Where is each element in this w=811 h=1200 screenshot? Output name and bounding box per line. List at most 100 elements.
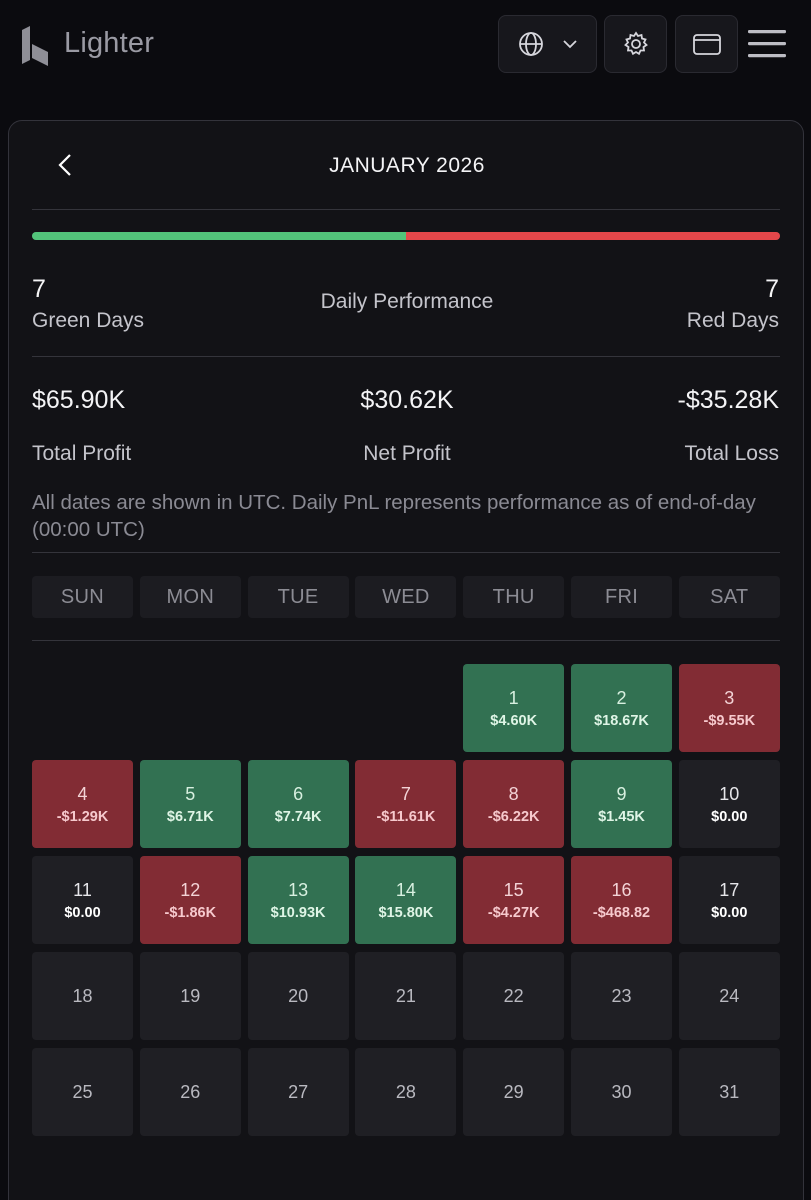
weekday-sun: SUN <box>32 576 133 618</box>
calendar-day-3[interactable]: 3 -$9.55K <box>678 664 780 752</box>
calendar-day-14[interactable]: 14 $15.80K <box>355 856 457 944</box>
chevron-down-icon <box>562 40 577 49</box>
divider <box>32 209 780 210</box>
day-pnl: $4.60K <box>490 712 538 729</box>
top-bar: Lighter <box>0 0 811 90</box>
day-pnl: $1.45K <box>598 808 645 825</box>
weekday-header-row: SUN MON TUE WED THU FRI SAT <box>32 576 780 618</box>
menu-button[interactable] <box>748 28 786 60</box>
green-red-days-bar <box>32 232 780 240</box>
day-number: 3 <box>724 687 735 708</box>
day-number: 14 <box>395 879 416 900</box>
calendar-day-28[interactable]: 28 <box>355 1048 457 1136</box>
brand-name[interactable]: Lighter <box>64 27 155 59</box>
day-pnl: -$468.82 <box>592 904 651 921</box>
calendar-day-25[interactable]: 25 <box>32 1048 133 1136</box>
day-number: 20 <box>288 985 309 1006</box>
calendar-day-1[interactable]: 1 $4.60K <box>463 664 565 752</box>
settings-button[interactable] <box>604 15 667 73</box>
language-selector-button[interactable] <box>498 15 597 73</box>
red-days-count: 7 <box>765 275 779 303</box>
calendar-day-26[interactable]: 26 <box>139 1048 241 1136</box>
day-number: 19 <box>180 985 201 1006</box>
calendar-day-11[interactable]: 11 $0.00 <box>32 856 133 944</box>
day-number: 29 <box>503 1081 524 1102</box>
weekday-fri: FRI <box>571 576 672 618</box>
wallet-button[interactable] <box>675 15 738 73</box>
calendar-day-22[interactable]: 22 <box>463 952 565 1040</box>
calendar-day-21[interactable]: 21 <box>355 952 457 1040</box>
calendar-day-15[interactable]: 15 -$4.27K <box>463 856 565 944</box>
month-title: JANUARY 2026 <box>329 154 485 177</box>
day-number: 12 <box>180 879 201 900</box>
wallet-icon <box>692 34 721 55</box>
calendar-day-19[interactable]: 19 <box>139 952 241 1040</box>
calendar-day-17[interactable]: 17 $0.00 <box>678 856 780 944</box>
calendar-day-30[interactable]: 30 <box>571 1048 672 1136</box>
calendar-day-10[interactable]: 10 $0.00 <box>678 760 780 848</box>
pnl-calendar-card: JANUARY 2026 7 Green Days Daily Performa… <box>8 120 804 1200</box>
day-pnl: $18.67K <box>594 712 649 729</box>
calendar-day-31[interactable]: 31 <box>678 1048 780 1136</box>
green-days-label: Green Days <box>32 309 145 332</box>
day-number: 25 <box>72 1081 93 1102</box>
calendar-day-8[interactable]: 8 -$6.22K <box>463 760 565 848</box>
day-number: 7 <box>400 783 411 804</box>
day-number: 30 <box>611 1081 632 1102</box>
calendar-day-16[interactable]: 16 -$468.82 <box>571 856 672 944</box>
chevron-left-icon <box>58 154 71 176</box>
total-loss-label: Total Loss <box>684 442 779 465</box>
day-number: 26 <box>180 1081 201 1102</box>
calendar-day-24[interactable]: 24 <box>678 952 780 1040</box>
weekday-mon: MON <box>139 576 241 618</box>
weekday-thu: THU <box>463 576 565 618</box>
day-pnl: $10.93K <box>270 904 326 921</box>
day-number: 27 <box>288 1081 309 1102</box>
day-number: 21 <box>395 985 416 1006</box>
weekday-sat: SAT <box>678 576 780 618</box>
calendar-day-18[interactable]: 18 <box>32 952 133 1040</box>
day-number: 31 <box>719 1081 740 1102</box>
calendar-day-7[interactable]: 7 -$11.61K <box>355 760 457 848</box>
calendar-day-5[interactable]: 5 $6.71K <box>139 760 241 848</box>
green-days-count: 7 <box>32 275 46 303</box>
red-days-label: Red Days <box>686 309 779 332</box>
total-profit-label: Total Profit <box>32 442 132 465</box>
lighter-logo-icon[interactable] <box>20 20 50 68</box>
day-number: 6 <box>293 783 304 804</box>
day-number: 2 <box>616 687 627 708</box>
red-days-bar-fill <box>406 232 780 240</box>
day-number: 18 <box>72 985 93 1006</box>
day-number: 1 <box>508 687 519 708</box>
calendar-day-23[interactable]: 23 <box>571 952 672 1040</box>
divider <box>32 552 780 553</box>
total-profit-value: $65.90K <box>32 386 126 414</box>
calendar-day-6[interactable]: 6 $7.74K <box>247 760 349 848</box>
calendar-day-27[interactable]: 27 <box>247 1048 349 1136</box>
previous-month-button[interactable] <box>51 147 79 183</box>
calendar-day-13[interactable]: 13 $10.93K <box>247 856 349 944</box>
weekday-wed: WED <box>355 576 457 618</box>
day-number: 13 <box>288 879 309 900</box>
calendar-day-2[interactable]: 2 $18.67K <box>571 664 672 752</box>
calendar-day-29[interactable]: 29 <box>463 1048 565 1136</box>
daily-performance-label: Daily Performance <box>320 290 494 313</box>
day-number: 15 <box>503 879 524 900</box>
calendar-day-12[interactable]: 12 -$1.86K <box>139 856 241 944</box>
day-pnl: $6.71K <box>166 808 214 825</box>
day-number: 24 <box>719 985 740 1006</box>
day-pnl: $0.00 <box>711 904 748 921</box>
net-profit-label: Net Profit <box>363 442 451 465</box>
day-pnl: -$9.55K <box>703 712 756 729</box>
day-number: 22 <box>503 985 524 1006</box>
calendar-day-20[interactable]: 20 <box>247 952 349 1040</box>
day-number: 9 <box>616 783 627 804</box>
day-pnl: -$1.86K <box>164 904 217 921</box>
divider <box>32 640 780 641</box>
weekday-tue: TUE <box>247 576 349 618</box>
globe-icon <box>518 32 543 56</box>
calendar-day-9[interactable]: 9 $1.45K <box>571 760 672 848</box>
calendar-day-4[interactable]: 4 -$1.29K <box>32 760 133 848</box>
day-number: 16 <box>611 879 632 900</box>
day-pnl: -$1.29K <box>56 808 109 825</box>
